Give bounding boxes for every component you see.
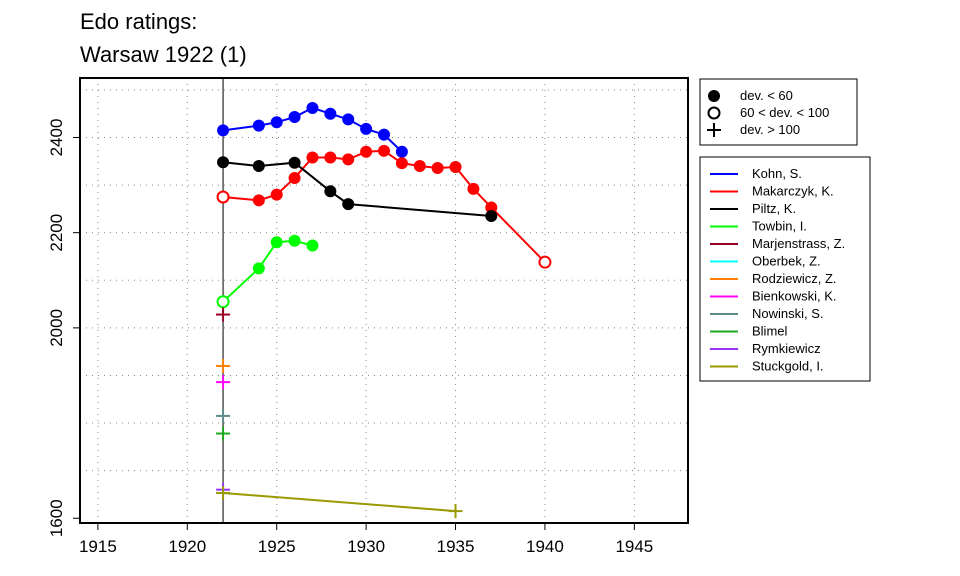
series-legend-label: Makarczyk, K.	[752, 184, 834, 199]
data-point	[342, 198, 355, 211]
series-7	[216, 375, 231, 390]
plot-frame	[79, 77, 689, 524]
series-0	[217, 101, 408, 158]
data-point	[216, 190, 230, 204]
data-point	[342, 153, 355, 166]
marker-legend-symbol	[707, 123, 721, 137]
series-legend-label: Rodziewicz, Z.	[752, 271, 837, 286]
data-point	[448, 504, 463, 519]
series-legend-label: Blimel	[752, 324, 788, 339]
series-legend-label: Bienkowski, K.	[752, 289, 837, 304]
data-point	[324, 107, 337, 120]
x-tick-label: 1925	[258, 537, 296, 556]
series-9	[216, 426, 231, 441]
data-point	[395, 145, 408, 158]
data-point	[217, 124, 230, 137]
series-6	[216, 358, 231, 373]
y-tick-label: 1600	[47, 499, 66, 537]
marker-legend: dev. < 60 60 < dev. < 100 dev. > 100	[699, 78, 858, 146]
data-point	[270, 116, 283, 129]
series-group	[216, 101, 552, 519]
series-3	[216, 234, 319, 309]
grid	[80, 78, 688, 523]
data-point	[216, 375, 231, 390]
series-line	[222, 106, 403, 153]
data-point	[288, 156, 301, 169]
data-point	[431, 161, 444, 174]
data-point	[538, 255, 552, 269]
data-point	[485, 210, 498, 223]
series-line	[222, 492, 456, 513]
marker-legend-symbol	[707, 106, 721, 120]
marker-legend-label: 60 < dev. < 100	[740, 105, 829, 120]
data-point	[288, 171, 301, 184]
data-point	[288, 234, 301, 247]
data-point	[270, 236, 283, 249]
data-point	[378, 144, 390, 157]
y-tick-label: 2200	[47, 214, 66, 252]
data-point	[378, 128, 390, 141]
series-legend: Kohn, S. Makarczyk, K. Piltz, K. Towbin, I.…	[699, 156, 871, 382]
data-point	[342, 113, 355, 126]
data-point	[395, 157, 408, 170]
data-point	[216, 486, 231, 501]
series-legend-label: Stuckgold, I.	[752, 359, 824, 374]
y-tick-label: 2000	[47, 309, 66, 347]
data-point	[252, 119, 265, 132]
data-point	[216, 426, 231, 441]
series-legend-label: Kohn, S.	[752, 166, 802, 181]
x-tick-label: 1945	[615, 537, 653, 556]
series-8	[216, 408, 231, 423]
series-11	[216, 486, 463, 519]
data-point	[216, 408, 231, 423]
series-2	[217, 156, 498, 223]
series-legend-box	[699, 156, 871, 382]
chart-subtitle: Warsaw 1922 (1)	[80, 42, 247, 67]
data-point	[252, 160, 265, 173]
marker-legend-symbol	[708, 90, 720, 102]
data-point	[252, 194, 265, 207]
data-point	[413, 160, 426, 173]
data-point	[360, 122, 373, 135]
data-point	[252, 262, 265, 275]
series-line	[222, 239, 313, 303]
data-point	[216, 307, 231, 322]
data-point	[217, 156, 230, 169]
marker-legend-box	[699, 78, 858, 146]
x-tick-label: 1940	[526, 537, 564, 556]
data-point	[360, 145, 373, 158]
data-point	[449, 161, 462, 173]
series-legend-label: Piltz, K.	[752, 201, 796, 216]
series-legend-label: Towbin, I.	[752, 219, 807, 234]
x-tick-label: 1935	[437, 537, 475, 556]
data-point	[288, 111, 301, 124]
data-point	[306, 239, 319, 252]
data-point	[324, 185, 337, 198]
data-point	[467, 182, 480, 195]
series-legend-label: Oberbek, Z.	[752, 254, 821, 269]
data-point	[324, 151, 337, 164]
series-legend-label: Marjenstrass, Z.	[752, 236, 845, 251]
data-point	[216, 358, 231, 373]
series-legend-label: Rymkiewicz	[752, 341, 821, 356]
series-1	[216, 144, 552, 269]
data-point	[270, 188, 283, 201]
marker-legend-label: dev. > 100	[740, 122, 800, 137]
data-point	[216, 295, 230, 309]
data-point	[306, 151, 319, 164]
chart-title: Edo ratings:	[80, 9, 197, 34]
axes: 1915 1920 1925 1930 1935 1940 1945 1600 2000 2200…	[47, 119, 653, 556]
series-line	[222, 149, 546, 263]
y-tick-label: 2400	[47, 119, 66, 157]
marker-legend-label: dev. < 60	[740, 88, 793, 103]
series-4	[216, 307, 231, 322]
x-tick-label: 1920	[168, 537, 206, 556]
x-tick-label: 1915	[79, 537, 117, 556]
data-point	[306, 101, 319, 114]
x-tick-label: 1930	[347, 537, 385, 556]
series-legend-label: Nowinski, S.	[752, 306, 824, 321]
